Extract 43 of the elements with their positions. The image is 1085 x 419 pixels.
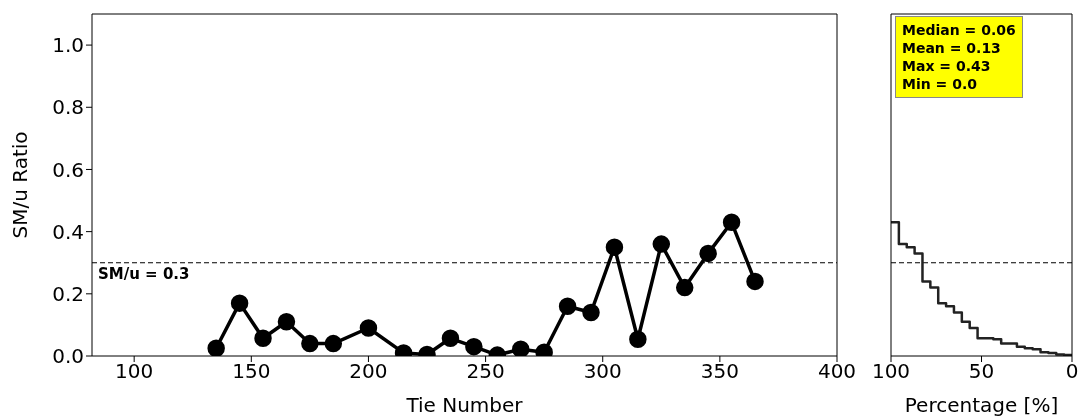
x-tick-label: 250 <box>466 359 505 384</box>
y-tick-label: 0.4 <box>52 219 84 244</box>
point <box>465 337 483 356</box>
ref-line-label: SM/u = 0.3 <box>98 265 190 284</box>
x-tick-label: 100 <box>115 359 154 384</box>
x-tick-label: 400 <box>817 359 857 384</box>
annotation: Min = 0.0 <box>902 75 978 93</box>
point <box>629 330 647 348</box>
y-tick-label: 0.2 <box>52 281 84 306</box>
y-tick-label: 0.0 <box>52 344 84 369</box>
x-tick-label: 50 <box>968 359 995 384</box>
x-tick-label: 100 <box>871 359 911 384</box>
point <box>558 297 577 316</box>
point <box>277 313 296 331</box>
point <box>605 238 624 256</box>
point <box>722 213 741 232</box>
x-axis-title: Tie Number <box>405 393 524 417</box>
y-axis-title: SM/u Ratio <box>8 131 33 239</box>
x-tick-label: 200 <box>349 359 388 384</box>
point <box>230 294 249 312</box>
x-tick-label: 0 <box>1065 359 1079 384</box>
annotation: Max = 0.43 <box>902 57 992 75</box>
point <box>511 340 530 356</box>
point <box>324 334 343 353</box>
point <box>675 278 694 297</box>
point <box>746 272 764 291</box>
point <box>652 235 671 253</box>
point <box>441 329 460 348</box>
point <box>301 334 319 353</box>
y-tick-label: 0.8 <box>52 95 84 120</box>
point <box>359 319 378 337</box>
point <box>254 329 272 348</box>
y-tick-label: 0.6 <box>52 157 84 182</box>
point <box>699 244 717 263</box>
y-tick-label: 1.0 <box>52 33 84 58</box>
x-tick-label: 350 <box>700 359 739 384</box>
point <box>207 339 225 356</box>
annotation: Median = 0.06 <box>902 21 1016 39</box>
point <box>582 303 600 322</box>
annotation: Mean = 0.13 <box>902 39 1002 57</box>
x-tick-label: 150 <box>232 359 271 384</box>
x-axis-title: Percentage [%] <box>904 393 1059 417</box>
x-tick-label: 300 <box>583 359 622 384</box>
